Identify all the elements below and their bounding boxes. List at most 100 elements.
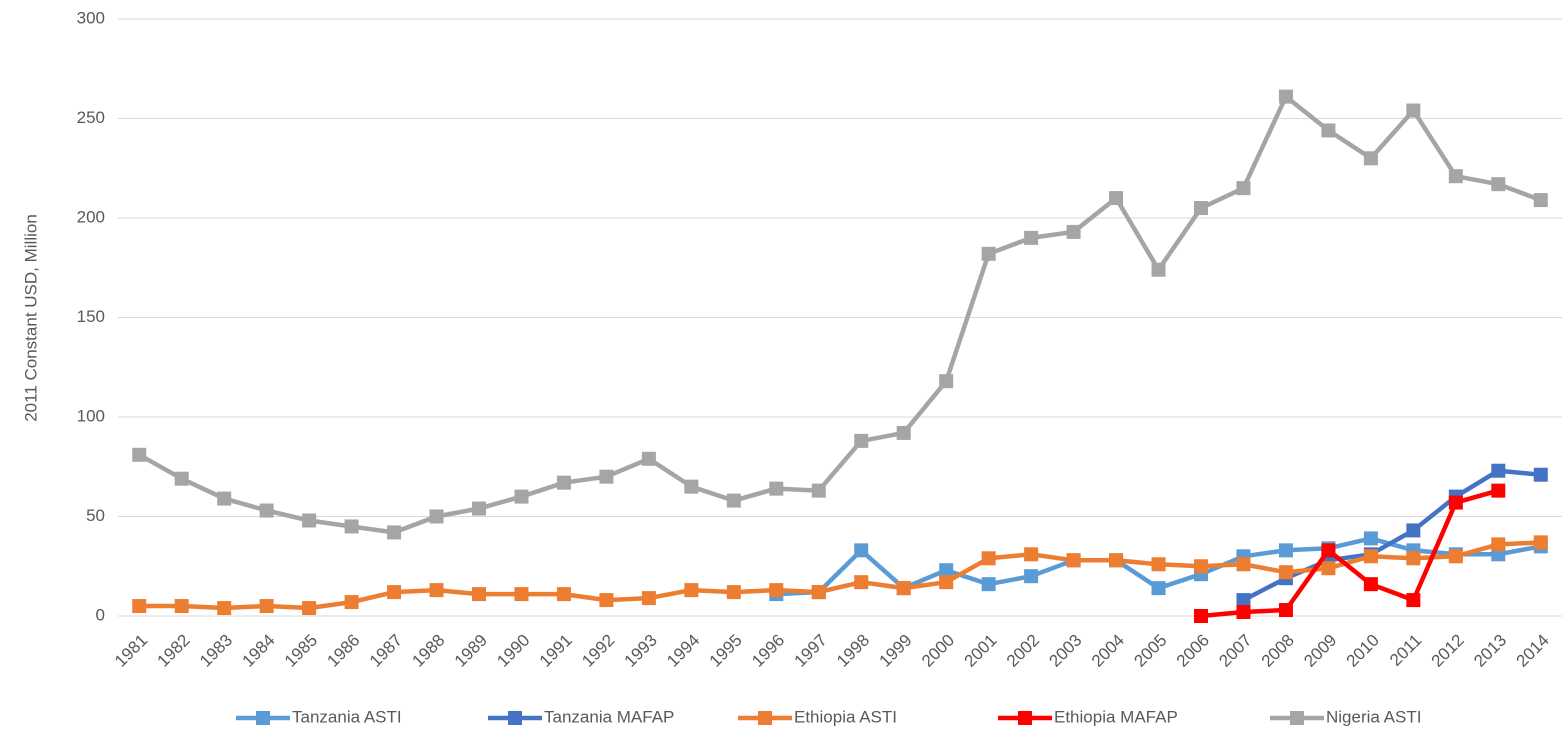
series-marker: [302, 601, 317, 616]
series-marker: [1406, 593, 1421, 608]
x-tick-label: 1985: [281, 631, 321, 671]
series-marker: [1109, 191, 1124, 206]
x-tick-label: 2001: [960, 631, 1000, 671]
y-tick-label: 150: [77, 307, 105, 326]
series-marker: [259, 503, 274, 518]
x-tick-label: 1999: [876, 631, 916, 671]
series-marker: [1533, 193, 1548, 208]
series-marker: [1024, 569, 1039, 584]
series-marker: [854, 433, 869, 448]
series-marker: [726, 585, 741, 600]
series-marker: [344, 519, 359, 534]
y-tick-label: 0: [96, 605, 105, 624]
series-marker: [387, 525, 402, 540]
series-marker: [1194, 201, 1208, 216]
series-marker: [1363, 151, 1378, 166]
series-marker: [1278, 543, 1293, 558]
series-marker: [811, 483, 826, 498]
series-marker: [981, 551, 996, 566]
legend-label: Nigeria ASTI: [1326, 707, 1421, 726]
series-marker: [1363, 531, 1378, 546]
series-marker: [472, 587, 486, 602]
series-marker: [1024, 547, 1039, 562]
series-marker: [1491, 463, 1506, 478]
series-line: [1200, 488, 1499, 619]
x-tick-label: 1994: [663, 631, 703, 671]
x-tick-label: 2006: [1173, 631, 1213, 671]
series-marker: [1151, 557, 1166, 572]
y-tick-label: 200: [77, 207, 105, 226]
series-marker: [259, 599, 274, 614]
series-marker: [1363, 577, 1378, 592]
series-marker: [1321, 543, 1336, 558]
x-tick-label: 2012: [1428, 631, 1468, 671]
x-tick-label: 1988: [408, 631, 448, 671]
series-marker: [344, 595, 359, 610]
series-marker: [896, 425, 911, 440]
series-marker: [1321, 123, 1336, 138]
series-marker: [769, 583, 784, 598]
legend-label: Tanzania ASTI: [292, 707, 402, 726]
series-marker: [981, 246, 996, 261]
series-marker: [1278, 89, 1293, 104]
y-tick-label: 250: [77, 108, 105, 127]
x-tick-label: 2003: [1045, 631, 1085, 671]
x-tick-label: 2004: [1088, 631, 1128, 671]
legend-swatch-marker: [256, 711, 270, 725]
y-tick-label: 300: [77, 8, 105, 27]
x-tick-label: 1990: [493, 631, 533, 671]
x-tick-label: 1981: [111, 631, 151, 671]
series-line: [1242, 468, 1542, 603]
x-tick-label: 1997: [791, 631, 831, 671]
series-marker: [684, 479, 699, 494]
series-marker: [641, 591, 656, 606]
y-tick-label: 100: [77, 406, 105, 425]
series-marker: [1151, 581, 1166, 596]
series-marker: [514, 587, 529, 602]
series-marker: [1236, 593, 1251, 608]
x-tick-label: 1986: [323, 631, 363, 671]
series-marker: [1278, 603, 1293, 618]
series-marker: [556, 587, 571, 602]
series-marker: [1448, 169, 1463, 184]
series-marker: [1448, 495, 1463, 510]
series-line: [139, 540, 1541, 611]
x-tick-label: 2010: [1343, 631, 1383, 671]
series-marker: [896, 581, 911, 596]
series-marker: [1236, 181, 1251, 196]
series-marker: [1491, 537, 1506, 552]
series-marker: [854, 543, 869, 558]
series-marker: [1491, 483, 1506, 498]
x-tick-label: 1992: [578, 631, 618, 671]
x-tick-label: 2008: [1258, 631, 1298, 671]
legend-label: Ethiopia MAFAP: [1054, 707, 1178, 726]
series-marker: [1278, 565, 1293, 580]
legend-label: Tanzania MAFAP: [544, 707, 674, 726]
series-marker: [1491, 177, 1506, 192]
series-marker: [939, 575, 954, 590]
series-marker: [1194, 609, 1208, 623]
x-tick-label: 2013: [1470, 631, 1510, 671]
series-marker: [132, 599, 147, 614]
x-tick-label: 1989: [451, 631, 491, 671]
series-marker: [1066, 224, 1081, 239]
x-tick-label: 2005: [1130, 631, 1170, 671]
y-axis-title: 2011 Constant USD, Million: [21, 214, 40, 422]
legend-swatch-marker: [1290, 711, 1304, 725]
series-marker: [217, 491, 232, 506]
series-marker: [1406, 103, 1421, 118]
series-marker: [1066, 553, 1081, 568]
x-tick-label: 2011: [1386, 631, 1425, 670]
legend-swatch-marker: [508, 711, 522, 725]
series-marker: [599, 469, 614, 484]
series-marker: [1406, 523, 1421, 538]
series-marker: [174, 599, 189, 614]
series-marker: [769, 481, 784, 496]
x-tick-label: 1991: [536, 631, 576, 671]
series-marker: [217, 601, 232, 616]
series-marker: [981, 577, 996, 592]
x-tick-label: 1982: [154, 631, 194, 671]
series-marker: [1406, 551, 1421, 566]
series-marker: [1533, 535, 1548, 550]
